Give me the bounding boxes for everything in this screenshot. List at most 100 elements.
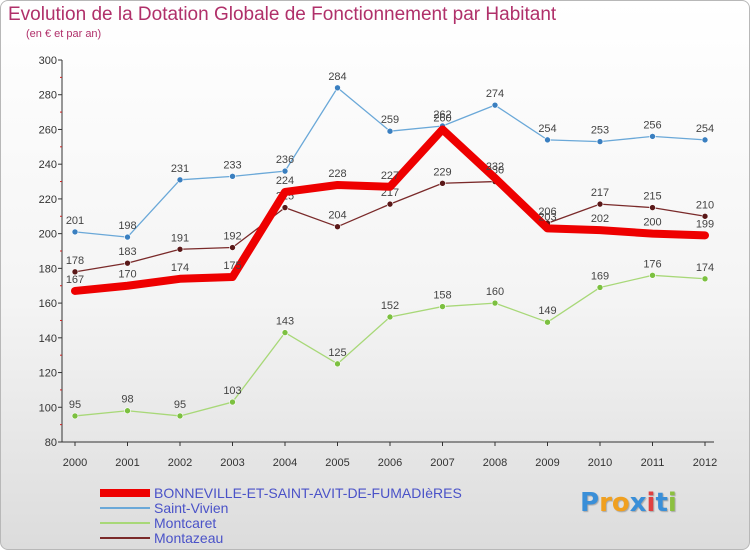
- data-point: [386, 200, 394, 208]
- logo-letter: P: [580, 488, 600, 518]
- data-label: 215: [643, 191, 661, 203]
- data-point: [72, 287, 78, 294]
- data-point: [334, 360, 341, 368]
- data-point: [701, 212, 709, 220]
- data-point: [229, 274, 236, 281]
- logo-letter: o: [611, 488, 630, 518]
- logo-letter: i: [667, 488, 677, 518]
- data-point: [649, 204, 656, 211]
- data-label: 152: [381, 300, 399, 312]
- data-label: 103: [223, 385, 241, 397]
- legend-swatch: [100, 537, 150, 539]
- data-label: 201: [66, 215, 84, 227]
- data-label: 253: [591, 125, 609, 137]
- data-label: 232: [486, 161, 504, 173]
- x-tick-label: 2002: [168, 457, 192, 469]
- data-point: [229, 244, 236, 251]
- data-point: [124, 282, 131, 289]
- data-point: [649, 133, 656, 140]
- data-label: 206: [538, 206, 556, 218]
- logo-letter: x: [629, 488, 647, 518]
- data-point: [596, 200, 604, 208]
- logo-letter: t: [655, 488, 668, 518]
- data-label: 170: [118, 269, 136, 281]
- legend-label: Montcaret: [154, 515, 217, 531]
- x-tick-label: 2004: [273, 457, 297, 469]
- data-label: 229: [433, 166, 451, 178]
- data-point: [596, 284, 604, 291]
- x-tick-label: 2010: [588, 457, 612, 469]
- data-point: [386, 313, 394, 321]
- legend-label: BONNEVILLE-ET-SAINT-AVIT-DE-FUMADIèRES: [154, 485, 462, 501]
- data-label: 174: [696, 262, 714, 274]
- data-label: 158: [433, 290, 451, 302]
- data-label: 149: [538, 305, 556, 317]
- legend-label: Montazeau: [154, 530, 224, 546]
- x-tick-label: 2012: [693, 457, 717, 469]
- data-label: 175: [223, 260, 241, 272]
- data-point: [439, 303, 446, 310]
- line-chart: 80 100 120 140 160 180 200 220 240 260 280 300 2000 2…: [39, 55, 718, 469]
- y-tick-label: 260: [39, 124, 57, 136]
- x-tick-label: 2001: [115, 457, 139, 469]
- data-label: 254: [696, 123, 714, 135]
- y-tick-label: 180: [39, 263, 57, 275]
- x-tick-label: 2006: [378, 457, 402, 469]
- data-label: 192: [223, 231, 241, 243]
- data-label: 274: [486, 88, 504, 100]
- logo-letter: i: [646, 488, 656, 518]
- data-label: 183: [118, 246, 136, 258]
- data-point: [701, 136, 709, 144]
- data-label: 204: [328, 210, 346, 222]
- y-tick-label: 240: [39, 159, 57, 171]
- data-label: 203: [538, 211, 556, 223]
- data-label: 98: [121, 394, 133, 406]
- data-point: [544, 136, 551, 144]
- data-point: [386, 127, 394, 135]
- data-label: 143: [276, 316, 294, 328]
- y-tick-label: 300: [39, 55, 57, 67]
- data-label: 217: [591, 187, 609, 199]
- x-tick-label: 2011: [641, 457, 665, 469]
- data-point: [71, 268, 79, 276]
- data-label: 167: [66, 274, 84, 286]
- data-point: [124, 407, 131, 415]
- proxiti-logo: Proxiti: [580, 488, 677, 518]
- data-label: 198: [118, 220, 136, 232]
- data-point: [439, 179, 446, 187]
- data-point: [281, 329, 289, 336]
- y-tick-label: 140: [39, 333, 57, 345]
- data-point: [281, 204, 289, 211]
- data-label: 233: [223, 159, 241, 171]
- data-point: [281, 167, 289, 175]
- series-line: [74, 87, 706, 238]
- data-label: 200: [643, 217, 661, 229]
- data-label: 176: [643, 258, 661, 270]
- data-label: 169: [591, 270, 609, 282]
- data-point: [491, 299, 499, 307]
- data-point: [334, 84, 341, 92]
- x-tick-label: 2008: [483, 457, 507, 469]
- data-label: 191: [171, 232, 189, 244]
- data-point: [124, 233, 131, 241]
- data-label: 254: [538, 123, 556, 135]
- data-label: 256: [643, 119, 661, 131]
- data-label: 228: [328, 168, 346, 180]
- data-label: 231: [171, 163, 189, 175]
- data-label: 199: [696, 218, 714, 230]
- y-tick-label: 100: [39, 402, 57, 414]
- data-label: 227: [381, 170, 399, 182]
- legend-label: Saint-Vivien: [154, 500, 229, 516]
- data-point: [649, 272, 656, 279]
- data-point: [176, 412, 184, 420]
- data-point: [597, 227, 603, 234]
- data-label: 236: [276, 154, 294, 166]
- y-tick-label: 280: [39, 90, 57, 102]
- data-label: 178: [66, 255, 84, 267]
- chart-title: Evolution de la Dotation Globale de Fonc…: [8, 4, 557, 25]
- data-point: [71, 228, 79, 236]
- data-point: [387, 183, 393, 190]
- x-tick-label: 2000: [63, 457, 87, 469]
- chart-subtitle: (en € et par an): [26, 28, 102, 40]
